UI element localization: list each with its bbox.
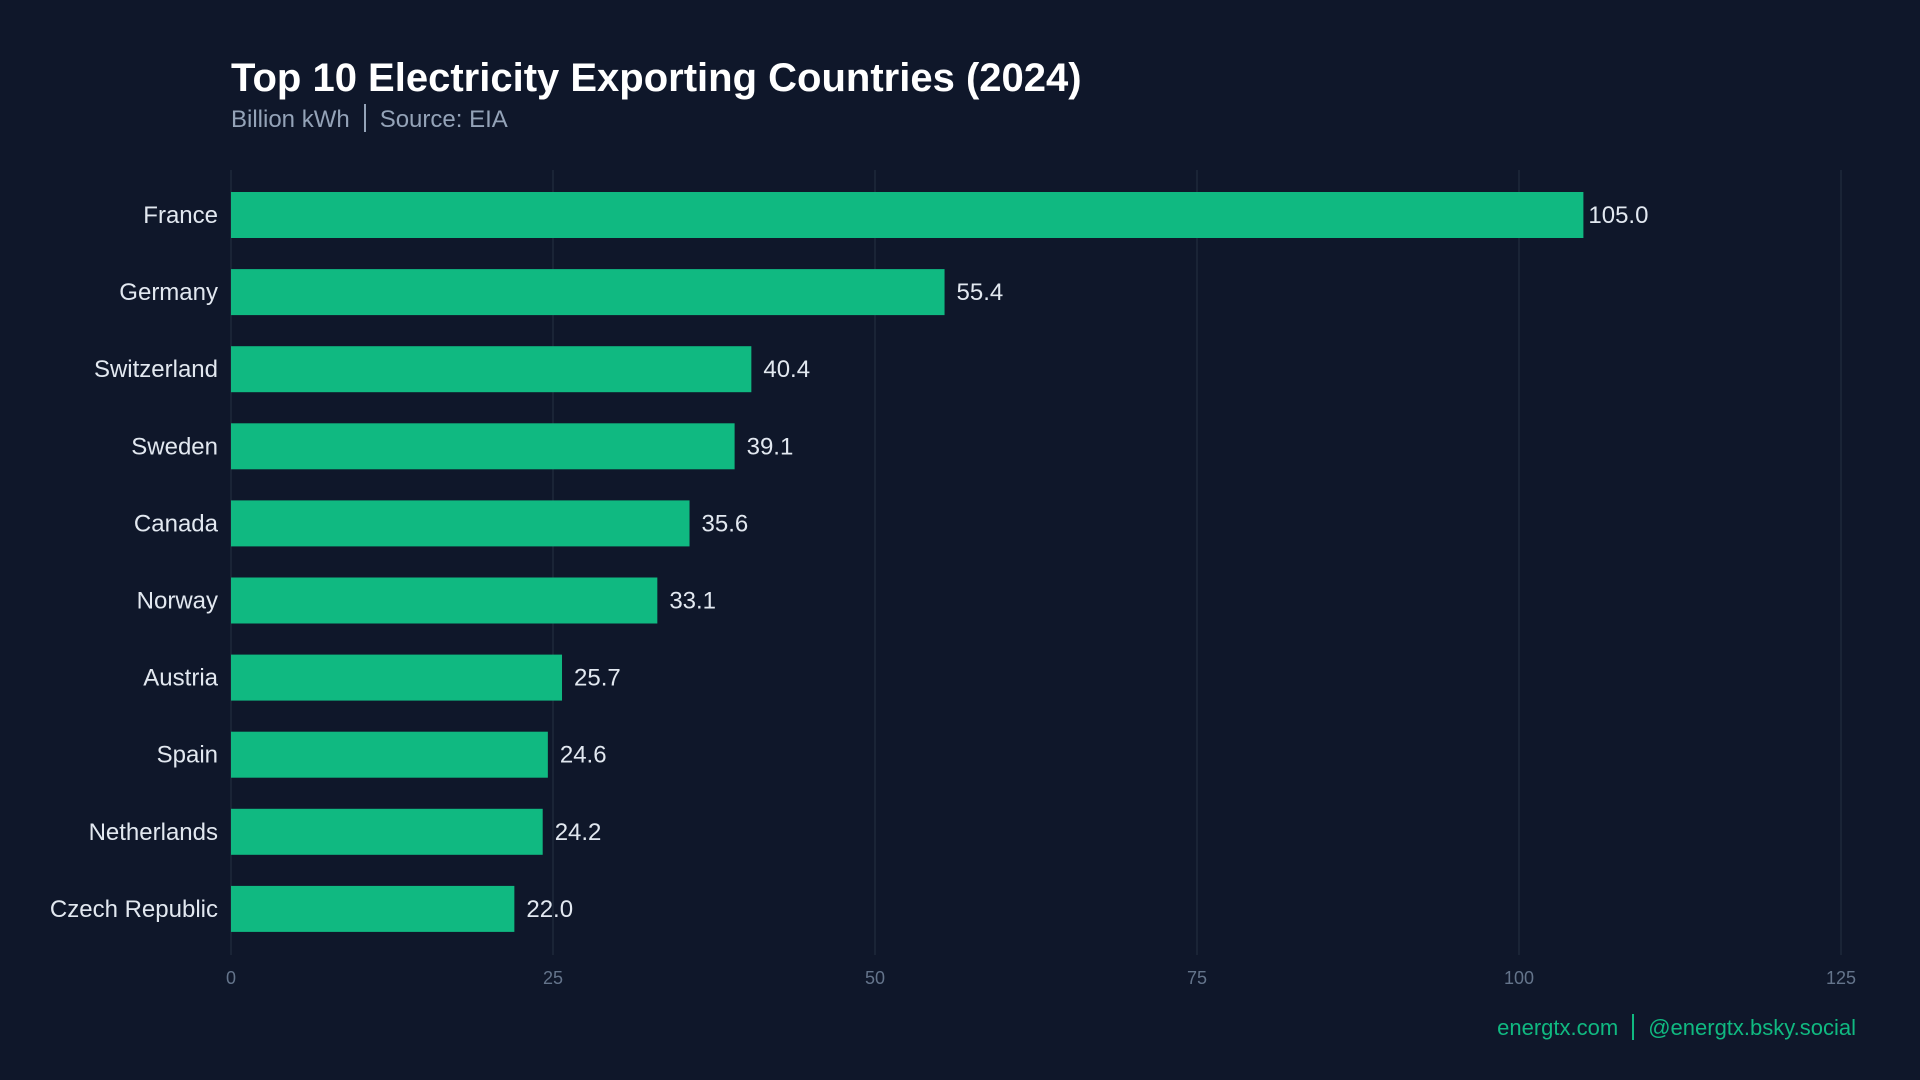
- category-label: Canada: [134, 510, 219, 537]
- x-tick-label: 0: [226, 968, 236, 988]
- category-label: Switzerland: [94, 356, 218, 383]
- category-label: Czech Republic: [50, 896, 218, 923]
- website-link[interactable]: energtx.com: [1497, 1015, 1619, 1040]
- divider: [1632, 1014, 1635, 1040]
- x-tick-label: 125: [1826, 968, 1856, 988]
- data-label: 25.7: [574, 665, 621, 692]
- divider: [363, 104, 366, 132]
- bar: [231, 423, 735, 470]
- category-label: Austria: [143, 665, 218, 692]
- data-label: 22.0: [526, 896, 573, 923]
- category-label: Netherlands: [89, 819, 218, 846]
- bar: [231, 654, 563, 701]
- category-label: Sweden: [131, 433, 218, 460]
- data-label: 105.0: [1588, 202, 1648, 229]
- source-label: Source: EIA: [379, 106, 508, 133]
- bar: [231, 885, 515, 932]
- data-label: 24.6: [560, 742, 607, 769]
- chart-subtitle: Billion kWh Source: EIA: [231, 104, 508, 134]
- x-tick-label: 100: [1504, 968, 1534, 988]
- social-link[interactable]: @energtx.bsky.social: [1648, 1015, 1856, 1040]
- data-label: 40.4: [763, 356, 810, 383]
- x-tick-label: 50: [865, 968, 885, 988]
- data-label: 55.4: [957, 279, 1004, 306]
- data-label: 33.1: [669, 588, 716, 615]
- footer: energtx.com @energtx.bsky.social: [1497, 1014, 1856, 1041]
- category-label: France: [143, 202, 218, 229]
- data-label: 35.6: [702, 510, 749, 537]
- bar: [231, 500, 690, 547]
- category-label: Germany: [119, 279, 218, 306]
- category-label: Spain: [157, 742, 218, 769]
- bar: [231, 577, 658, 624]
- x-tick-label: 75: [1187, 968, 1207, 988]
- x-tick-label: 25: [543, 968, 563, 988]
- chart-title: Top 10 Electricity Exporting Countries (…: [231, 56, 1082, 100]
- data-label: 39.1: [747, 433, 794, 460]
- bar: [231, 808, 543, 855]
- data-label: 24.2: [555, 819, 602, 846]
- unit-label: Billion kWh: [231, 106, 350, 133]
- bar: [231, 731, 548, 778]
- bar: [231, 346, 752, 393]
- bar: [231, 192, 1584, 238]
- category-label: Norway: [137, 588, 218, 615]
- bar: [231, 269, 945, 316]
